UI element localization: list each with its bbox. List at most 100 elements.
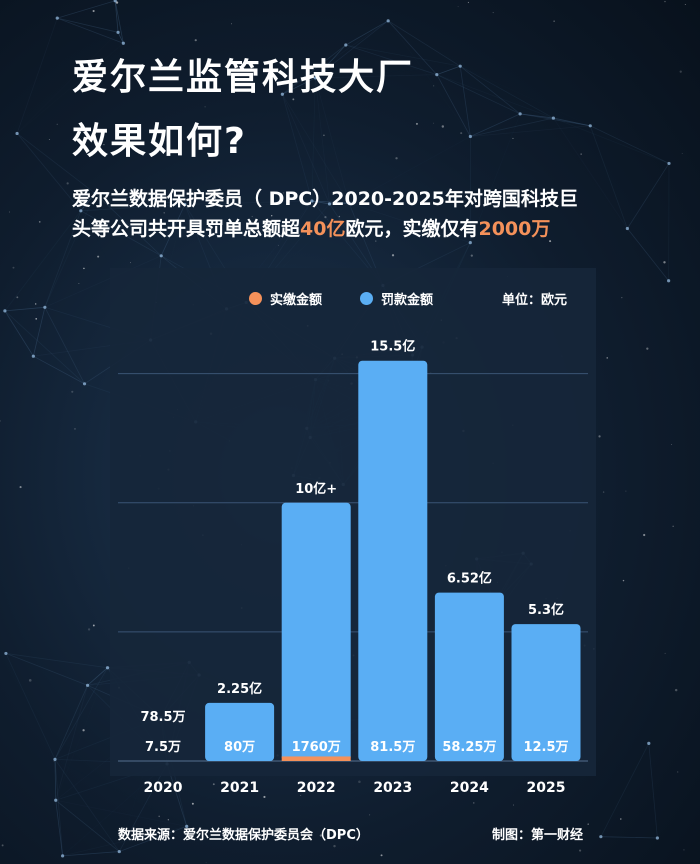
star-dot — [664, 652, 666, 654]
network-line — [459, 65, 521, 115]
subtitle-highlight-total: 40亿 — [300, 218, 346, 240]
star-dot — [48, 139, 50, 141]
star-dot — [0, 420, 1, 422]
network-line — [553, 117, 670, 164]
network-line — [87, 667, 108, 686]
star-dot — [306, 63, 310, 67]
network-node — [667, 161, 671, 166]
network-node — [105, 666, 110, 670]
star-dot — [671, 444, 673, 445]
x-tick-2022: 2022 — [297, 780, 336, 796]
x-tick-2020: 2020 — [144, 780, 183, 796]
network-node — [53, 757, 57, 761]
star-dot — [82, 729, 85, 732]
network-node — [183, 202, 187, 207]
network-node — [31, 354, 35, 358]
star-dot — [441, 125, 445, 128]
star-dot — [375, 240, 377, 242]
network-line — [16, 18, 58, 134]
legend-fine: 罚款金额 — [360, 289, 433, 308]
network-line — [4, 306, 45, 312]
x-tick-2024: 2024 — [450, 780, 489, 796]
network-line — [600, 836, 658, 839]
network-line — [54, 667, 108, 760]
network-line — [55, 800, 63, 856]
network-line — [16, 133, 82, 212]
star-dot — [212, 783, 215, 786]
star-dot — [16, 296, 19, 299]
star-dot — [512, 137, 514, 139]
network-line — [114, 0, 124, 44]
network-line — [282, 44, 347, 95]
network-line — [44, 307, 85, 384]
network-line — [44, 193, 96, 308]
network-line — [345, 44, 437, 75]
fine-label-2021: 2.25亿 — [217, 681, 262, 697]
star-dot — [391, 254, 395, 257]
star-dot — [300, 794, 302, 796]
star-dot — [553, 20, 555, 23]
star-dot — [620, 818, 622, 820]
network-line — [55, 799, 187, 827]
star-dot — [115, 1, 119, 4]
bar-fine-2021 — [205, 702, 275, 761]
network-line — [436, 74, 554, 119]
star-dot — [189, 829, 192, 831]
star-dot — [460, 132, 463, 135]
star-dot — [513, 804, 515, 806]
network-line — [520, 113, 554, 119]
network-line — [54, 685, 88, 760]
network-line — [470, 113, 521, 137]
star-dot — [87, 628, 91, 631]
network-node — [655, 836, 659, 840]
star-dot — [579, 849, 582, 852]
star-dot — [364, 192, 366, 194]
star-dot — [28, 679, 32, 682]
network-line — [436, 74, 471, 137]
star-dot — [292, 98, 295, 101]
network-line — [329, 202, 350, 205]
network-line — [119, 825, 187, 852]
fine-label-2025: 5.3亿 — [528, 602, 564, 618]
network-line — [80, 210, 162, 257]
star-dot — [625, 490, 627, 492]
paid-label-2024: 58.25万 — [442, 740, 496, 755]
network-node — [518, 112, 522, 116]
star-dot — [194, 39, 197, 42]
network-node — [327, 202, 332, 206]
star-dot — [191, 802, 194, 805]
star-dot — [158, 815, 160, 818]
star-dot — [323, 134, 325, 137]
star-dot — [230, 23, 232, 25]
network-line — [436, 74, 521, 115]
star-dot — [606, 357, 608, 359]
network-line — [44, 255, 162, 308]
star-dot — [663, 261, 666, 264]
network-line — [4, 310, 85, 385]
star-dot — [56, 123, 58, 125]
network-node — [435, 73, 439, 77]
legend-paid-label: 实缴金额 — [270, 293, 323, 308]
network-line — [62, 851, 120, 857]
star-dot — [97, 255, 100, 258]
network-node — [117, 849, 121, 854]
star-dot — [684, 3, 686, 5]
network-line — [16, 133, 96, 194]
network-node — [82, 382, 87, 386]
x-tick-2021: 2021 — [220, 780, 259, 796]
subtitle-text-b: 欧元，实缴仅有 — [345, 218, 479, 240]
star-dot — [19, 486, 22, 489]
network-line — [311, 200, 350, 204]
network-line — [387, 20, 461, 67]
star-dot — [35, 318, 38, 320]
network-line — [282, 94, 350, 204]
bar-chart: 78.5万 7.5万 2020 2.25亿 80万 2021 10亿+ 1760万 2022 15… — [118, 339, 588, 796]
network-line — [117, 32, 124, 44]
star-dot — [677, 771, 679, 773]
network-node — [551, 116, 555, 120]
network-node — [625, 226, 629, 231]
legend-fine-swatch — [360, 292, 373, 305]
star-dot — [664, 0, 666, 3]
network-node — [55, 16, 59, 20]
network-line — [184, 200, 312, 205]
